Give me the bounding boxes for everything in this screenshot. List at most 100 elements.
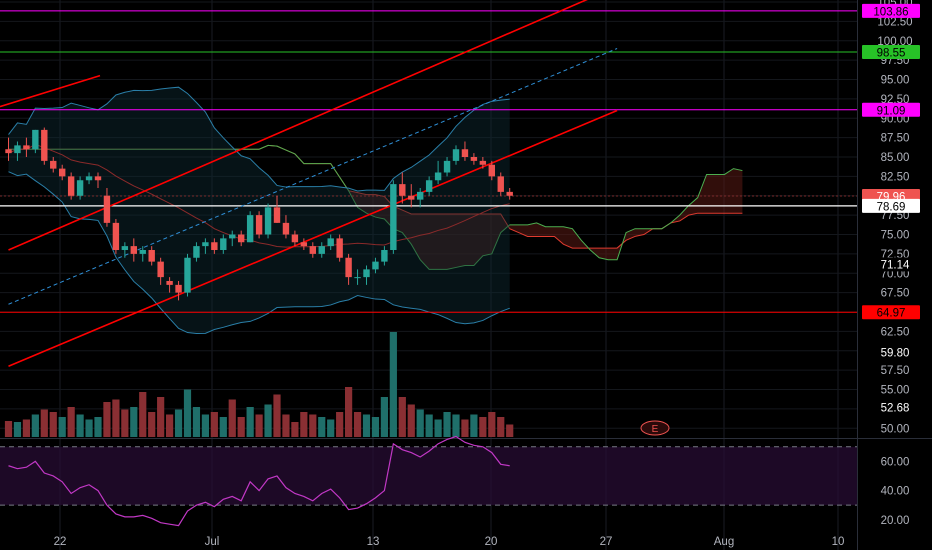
lower-band-line	[8, 171, 510, 335]
volume-bar	[371, 417, 380, 437]
basis-line	[8, 143, 510, 248]
candle-body	[50, 160, 57, 169]
candle-body	[238, 234, 245, 243]
candle-body	[488, 164, 495, 177]
volume-bar	[192, 407, 201, 437]
earnings-marker[interactable]: E	[640, 420, 670, 436]
candle-body	[211, 242, 218, 250]
price-tick-label: 50.00	[881, 423, 910, 435]
candle-body	[202, 242, 209, 247]
candle-body	[363, 269, 370, 278]
candle-body	[103, 195, 111, 223]
candle-body	[184, 257, 191, 293]
volume-bar	[443, 412, 451, 437]
candle-body	[327, 238, 334, 247]
candle-body	[139, 250, 146, 254]
candle-body	[166, 281, 173, 285]
price-tick-label: 102.50	[877, 16, 912, 28]
date-tick-label: Jul	[205, 536, 220, 548]
rsi-tick-label: 60.00	[881, 456, 910, 468]
level-label-bg	[862, 305, 920, 320]
level-label: 103.86	[873, 6, 908, 18]
time-axis[interactable]: 22 Jul 13 20 27 Aug 10	[54, 536, 845, 548]
volume-bar	[121, 409, 129, 437]
volume-bar	[228, 399, 236, 437]
short-trend-line	[0, 74, 101, 108]
price-tick-label: 55.00	[881, 385, 910, 397]
volume-bar	[210, 412, 218, 437]
level-label: 64.97	[877, 308, 906, 320]
price-extra-label: 52.68	[881, 402, 910, 414]
horizontal-levels	[0, 10, 857, 313]
price-tick-label: 85.00	[881, 152, 910, 164]
volume-bar	[76, 414, 84, 437]
price-tick-label: 95.00	[881, 75, 910, 87]
level-label-bg	[862, 198, 920, 213]
channel-lower-line	[8, 109, 618, 367]
price-axis[interactable]: 105.00102.50100.0097.5095.0092.5090.0087…	[860, 0, 930, 527]
volume-bar	[416, 409, 424, 437]
candle-body	[175, 284, 182, 293]
price-tick-label: 82.50	[881, 171, 910, 183]
candle-body	[23, 145, 30, 150]
volume-bar	[506, 424, 514, 437]
ichimoku-cloud	[8, 144, 743, 270]
volume-bar	[166, 414, 174, 437]
cloud-fill	[8, 145, 743, 270]
rsi-pane	[0, 435, 857, 527]
candle-body	[264, 207, 272, 235]
volume-bar	[112, 399, 120, 437]
rsi-line	[8, 435, 510, 527]
volume-bar	[246, 407, 254, 437]
candle-body	[112, 222, 120, 250]
volume-bar	[425, 414, 433, 437]
candle-body	[148, 250, 155, 262]
candle-body	[5, 149, 12, 154]
candle-body	[461, 149, 469, 157]
candle-body	[59, 168, 66, 177]
price-tick-label: 87.50	[881, 133, 910, 145]
date-tick-label: 13	[367, 536, 380, 548]
date-tick-label: 22	[54, 536, 67, 548]
volume-bar	[157, 397, 165, 437]
channel-midline	[8, 48, 618, 305]
volume-bar	[362, 414, 371, 437]
candle-body	[354, 277, 361, 279]
volume-bar	[85, 419, 93, 437]
volume-bar	[327, 419, 335, 437]
candle-body	[336, 238, 343, 258]
volume-bar	[255, 414, 263, 437]
volume-bar	[398, 397, 406, 437]
date-tick-label: 10	[832, 536, 845, 548]
volume-bar	[407, 404, 415, 437]
volume-bar	[434, 419, 442, 437]
candle-body	[381, 250, 388, 262]
candle-body	[193, 246, 200, 258]
volume-bars	[4, 332, 514, 437]
earnings-badge	[640, 420, 670, 436]
candle-body	[121, 246, 129, 250]
candle-body	[479, 160, 487, 165]
earnings-label: E	[652, 424, 659, 435]
level-label-bg	[862, 44, 920, 59]
volume-bar	[183, 389, 192, 437]
rsi-band-fill	[0, 446, 857, 506]
candle-body	[417, 191, 424, 200]
candle-body	[390, 184, 397, 250]
candle-body	[309, 246, 316, 254]
volume-bar	[40, 409, 48, 437]
candlesticks	[5, 127, 513, 301]
candle-body	[220, 238, 227, 250]
volume-bar	[103, 402, 111, 437]
candle-body	[506, 191, 513, 196]
volume-bar	[22, 419, 30, 437]
candle-body	[255, 215, 263, 235]
candle-body	[408, 195, 415, 200]
candle-body	[41, 129, 48, 161]
volume-bar	[264, 404, 272, 437]
volume-bar	[345, 387, 353, 437]
volume-bar	[282, 414, 290, 437]
volume-bar	[49, 412, 57, 437]
candle-body	[229, 234, 236, 239]
